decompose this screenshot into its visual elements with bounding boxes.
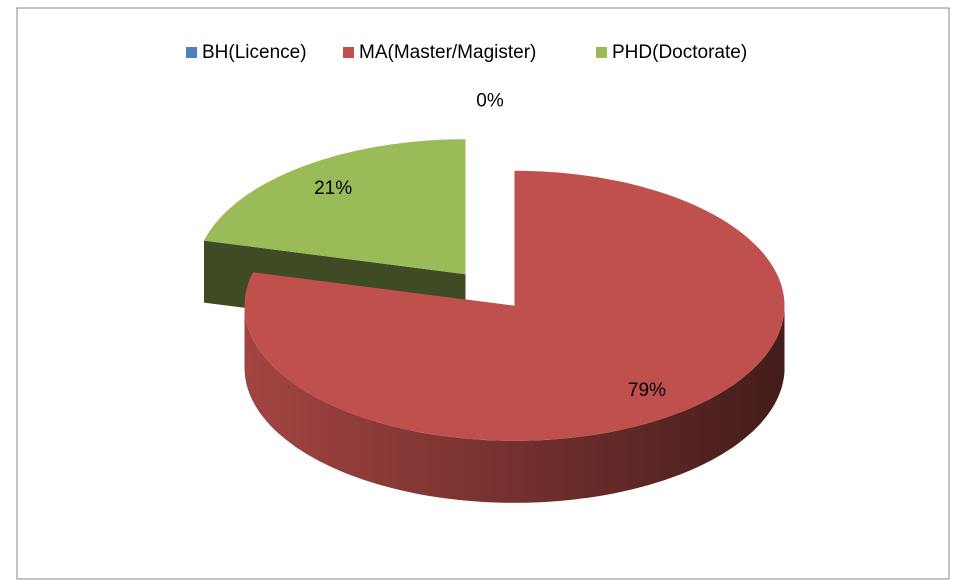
legend-label: PHD(Doctorate) xyxy=(612,42,747,63)
legend-label: BH(Licence) xyxy=(202,42,307,63)
pie-slice xyxy=(204,139,466,275)
data-label: 0% xyxy=(476,90,504,111)
slice-side-shade xyxy=(244,305,785,503)
legend-label: MA(Master/Magister) xyxy=(359,42,536,63)
legend-swatch xyxy=(596,47,607,58)
data-label: 79% xyxy=(628,380,666,401)
legend-swatch xyxy=(186,47,197,58)
pie-slice xyxy=(244,170,785,441)
data-label: 21% xyxy=(314,178,352,199)
legend-swatch xyxy=(343,47,354,58)
